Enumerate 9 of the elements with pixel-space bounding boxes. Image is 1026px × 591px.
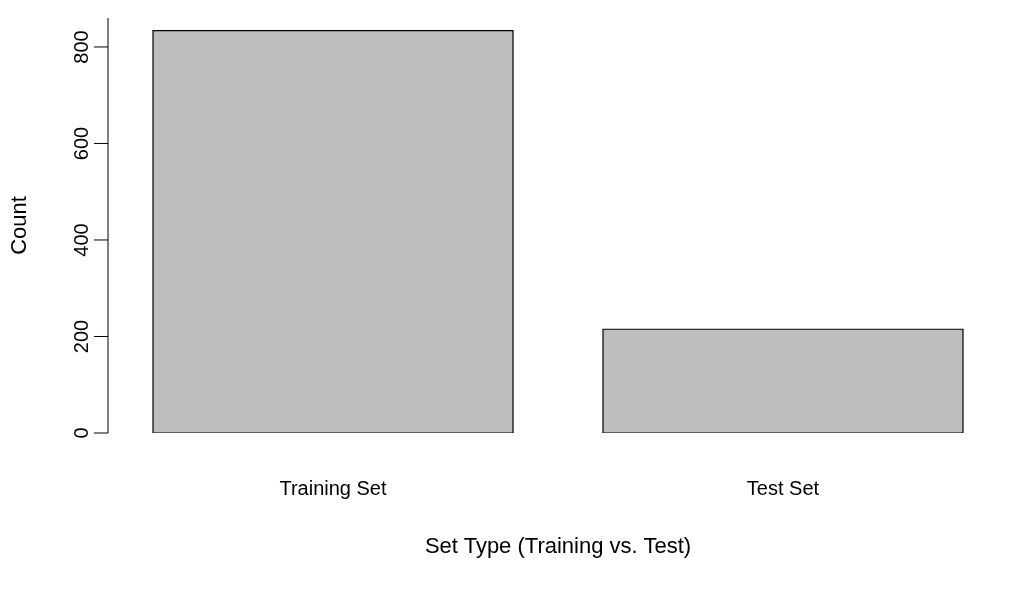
x-axis-title: Set Type (Training vs. Test) bbox=[424, 533, 692, 558]
y-tick-label: 800 bbox=[70, 30, 92, 64]
x-tick-label: Test Set bbox=[746, 477, 820, 500]
y-axis-title: Count bbox=[5, 196, 31, 255]
y-tick-label: 0 bbox=[70, 427, 92, 439]
y-tick-label: 400 bbox=[70, 223, 92, 257]
x-tick-label: Training Set bbox=[279, 477, 387, 500]
y-tick-label: 600 bbox=[70, 126, 92, 161]
y-tick-label: 200 bbox=[70, 319, 92, 354]
